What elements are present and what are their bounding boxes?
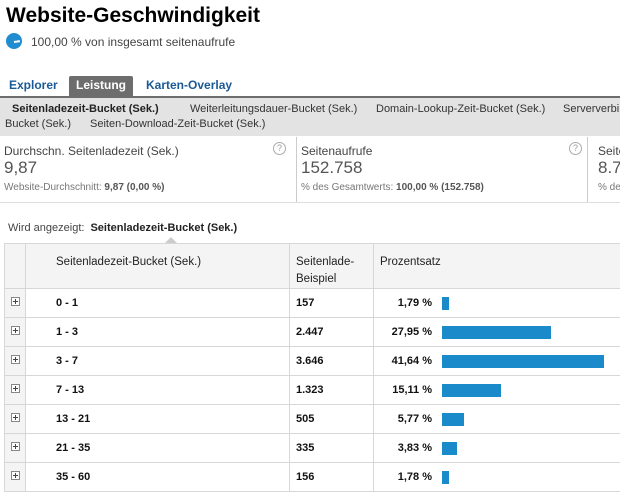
expand-plus-icon[interactable] xyxy=(11,297,20,306)
data-table: Seitenladezeit-Bucket (Sek.) Seitenlade-… xyxy=(4,243,620,492)
bucket-cell: 7 - 13 xyxy=(26,376,290,405)
percent-value: 1,79 % xyxy=(374,297,432,309)
sample-count-cell: 156 xyxy=(290,463,374,492)
tab-explorer[interactable]: Explorer xyxy=(9,76,58,96)
percent-bar xyxy=(442,355,604,368)
sample-count-cell: 2.447 xyxy=(290,318,374,347)
expand-plus-icon[interactable] xyxy=(11,384,20,393)
bucket-cell: 13 - 21 xyxy=(26,405,290,434)
tab-karten-overlay[interactable]: Karten-Overlay xyxy=(146,76,232,96)
sample-count-cell: 157 xyxy=(290,289,374,318)
tab-leistung[interactable]: Leistung xyxy=(69,76,133,96)
scorecard-footnote: % des Gesamtwerts: 100,00 % (152.758) xyxy=(301,182,484,193)
expand-cell xyxy=(5,318,26,347)
table-header-row: Seitenladezeit-Bucket (Sek.) Seitenlade-… xyxy=(5,244,620,289)
help-icon[interactable]: ? xyxy=(273,142,286,155)
percent-bar xyxy=(442,297,449,310)
showing-dimension: Wird angezeigt: Seitenladezeit-Bucket (Se… xyxy=(8,222,237,234)
metric-nav-weiterleitungsdauer-bucket[interactable]: Weiterleitungsdauer-Bucket (Sek.) xyxy=(190,103,357,115)
metric-nav-bucket-continued[interactable]: Bucket (Sek.) xyxy=(5,118,71,130)
expand-plus-icon[interactable] xyxy=(11,326,20,335)
percent-bar xyxy=(442,384,501,397)
scorecard-label: Durchschn. Seitenladezeit (Sek.) xyxy=(4,144,179,158)
percent-value: 5,77 % xyxy=(374,413,432,425)
scorecard-label: Seitenaufrufe xyxy=(301,144,372,158)
percent-cell: 1,79 % xyxy=(374,289,620,318)
scorecard-truncated: Seite 8.7 % de xyxy=(587,137,620,202)
scorecards: Durchschn. Seitenladezeit (Sek.) ? 9,87 … xyxy=(0,137,620,203)
percent-value: 3,83 % xyxy=(374,442,432,454)
metric-nav-seitenladezeit-bucket[interactable]: Seitenladezeit-Bucket (Sek.) xyxy=(12,103,159,115)
expand-cell xyxy=(5,434,26,463)
metric-nav-seiten-download-bucket[interactable]: Seiten-Download-Zeit-Bucket (Sek.) xyxy=(90,118,265,130)
scorecard-footnote: Website-Durchschnitt: 9,87 (0,00 %) xyxy=(4,182,164,193)
percent-bar xyxy=(442,413,464,426)
percent-cell: 27,95 % xyxy=(374,318,620,347)
expand-plus-icon[interactable] xyxy=(11,355,20,364)
scorecard-pageviews: Seitenaufrufe ? 152.758 % des Gesamtwert… xyxy=(296,137,587,202)
percent-cell: 41,64 % xyxy=(374,347,620,376)
expand-cell xyxy=(5,405,26,434)
sample-count-cell: 3.646 xyxy=(290,347,374,376)
percent-value: 27,95 % xyxy=(374,326,432,338)
bucket-cell: 1 - 3 xyxy=(26,318,290,347)
percent-bar xyxy=(442,471,449,484)
page-subtitle: 100,00 % von insgesamt seitenaufrufe xyxy=(31,35,235,49)
expand-cell xyxy=(5,376,26,405)
percent-value: 41,64 % xyxy=(374,355,432,367)
scorecard-value: 9,87 xyxy=(4,158,37,178)
sample-count-cell: 335 xyxy=(290,434,374,463)
percent-bar xyxy=(442,326,551,339)
bucket-cell: 0 - 1 xyxy=(26,289,290,318)
expand-plus-icon[interactable] xyxy=(11,471,20,480)
bucket-cell: 3 - 7 xyxy=(26,347,290,376)
expand-column-header xyxy=(5,244,26,289)
bucket-cell: 21 - 35 xyxy=(26,434,290,463)
percent-bar xyxy=(442,442,457,455)
scorecard-label: Seite xyxy=(598,144,620,158)
metric-nav-serververbindung[interactable]: Serververbi xyxy=(563,103,619,115)
column-header-percent[interactable]: Prozentsatz xyxy=(374,244,620,289)
metric-group-nav: Seitenladezeit-Bucket (Sek.) Weiterleitu… xyxy=(0,98,620,136)
expand-plus-icon[interactable] xyxy=(11,413,20,422)
sample-count-cell: 505 xyxy=(290,405,374,434)
expand-cell xyxy=(5,463,26,492)
percent-cell: 1,78 % xyxy=(374,463,620,492)
showing-value[interactable]: Seitenladezeit-Bucket (Sek.) xyxy=(90,222,237,234)
percent-value: 15,11 % xyxy=(374,384,432,396)
expand-plus-icon[interactable] xyxy=(11,442,20,451)
pie-chart-icon xyxy=(6,33,22,49)
scorecard-avg-load-time: Durchschn. Seitenladezeit (Sek.) ? 9,87 … xyxy=(0,137,295,202)
bucket-cell: 35 - 60 xyxy=(26,463,290,492)
metric-nav-domain-lookup-bucket[interactable]: Domain-Lookup-Zeit-Bucket (Sek.) xyxy=(376,103,545,115)
scorecard-value: 8.7 xyxy=(598,158,620,178)
column-header-bucket[interactable]: Seitenladezeit-Bucket (Sek.) xyxy=(26,244,290,289)
expand-cell xyxy=(5,289,26,318)
expand-cell xyxy=(5,347,26,376)
help-icon[interactable]: ? xyxy=(569,142,582,155)
column-header-samples[interactable]: Seitenlade- Beispiel xyxy=(290,244,374,289)
percent-cell: 15,11 % xyxy=(374,376,620,405)
percent-value: 1,78 % xyxy=(374,471,432,483)
page-title: Website-Geschwindigkeit xyxy=(6,4,260,28)
view-tabs: Explorer Leistung Karten-Overlay xyxy=(0,75,620,98)
scorecard-value: 152.758 xyxy=(301,158,362,178)
percent-cell: 3,83 % xyxy=(374,434,620,463)
percent-cell: 5,77 % xyxy=(374,405,620,434)
showing-label: Wird angezeigt: xyxy=(8,222,84,234)
scorecard-footnote: % de xyxy=(598,182,620,193)
sample-count-cell: 1.323 xyxy=(290,376,374,405)
